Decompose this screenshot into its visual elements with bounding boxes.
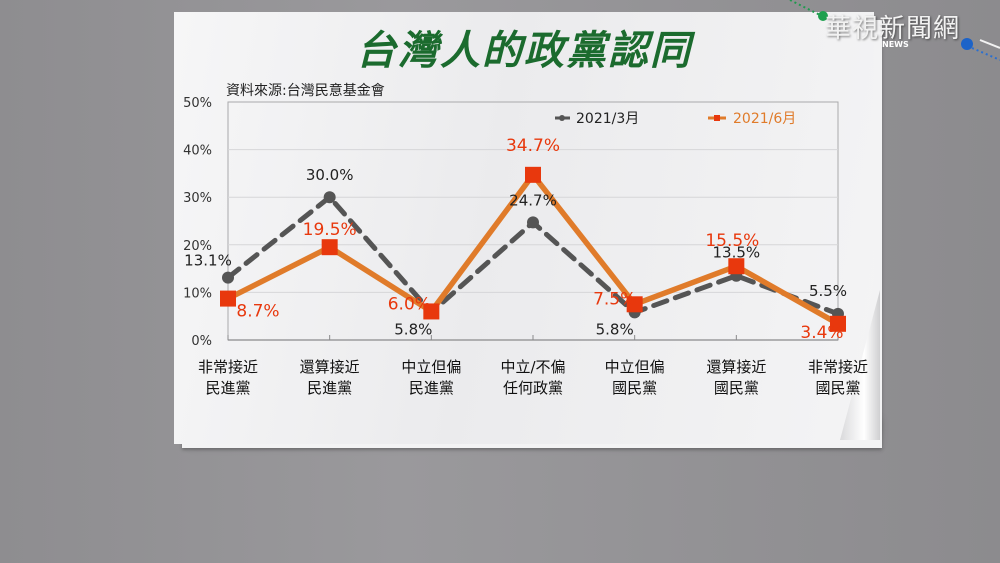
blue-dot-icon <box>961 38 973 50</box>
legend-2021-03-label: 2021/3月 <box>576 111 639 127</box>
x-tick-label: 非常接近 國民黨 <box>807 358 868 397</box>
data-source: 資料來源:台灣民意基金會 <box>226 83 385 99</box>
legend-2021-06-label: 2021/6月 <box>733 111 796 127</box>
series-2021-03-marker <box>323 191 336 204</box>
y-tick-label: 20% <box>183 239 212 254</box>
series-2021-06-marker <box>220 290 236 307</box>
data-label-2021-06: 7.5% <box>593 289 636 309</box>
y-tick-label: 10% <box>183 286 212 301</box>
series-2021-06-marker <box>626 296 643 313</box>
series-2021-06-marker <box>525 166 541 183</box>
data-label-2021-06: 3.4% <box>800 323 843 343</box>
data-label-2021-03: 24.7% <box>509 191 557 209</box>
series-2021-06-marker <box>321 239 338 256</box>
y-tick-label: 50% <box>183 96 212 111</box>
series-2021-06-marker <box>728 258 745 275</box>
y-tick-label: 40% <box>183 144 212 159</box>
y-tick-label: 0% <box>191 334 212 349</box>
data-label-2021-03: 30.0% <box>306 166 354 184</box>
series-2021-06-marker <box>423 303 440 320</box>
data-label-2021-06: 15.5% <box>705 231 759 251</box>
data-label-2021-06: 6.0% <box>388 294 431 314</box>
data-label-2021-03: 13.1% <box>184 252 232 270</box>
data-label-2021-03: 13.5% <box>713 244 761 262</box>
green-dot-icon <box>818 11 828 21</box>
series-2021-03-marker <box>222 271 234 284</box>
x-tick-label: 非常接近 民進黨 <box>197 358 258 397</box>
y-tick-label: 30% <box>183 191 212 206</box>
x-tick-label: 還算接近 國民黨 <box>706 358 767 397</box>
data-label-2021-06: 19.5% <box>303 220 357 240</box>
chart-title: 台灣人的政黨認同 <box>356 28 692 74</box>
data-label-2021-03: 5.8% <box>394 320 432 338</box>
channel-logo: 華視新聞網 <box>825 14 961 44</box>
data-label-2021-03: 5.8% <box>596 320 634 338</box>
x-tick-label: 中立但偏 民進黨 <box>401 358 462 397</box>
series-2021-03-marker <box>527 216 539 229</box>
series-2021-06-marker <box>830 315 846 332</box>
x-tick-label: 中立但偏 國民黨 <box>604 358 665 397</box>
data-label-2021-03: 5.5% <box>809 282 847 300</box>
channel-logo-news: NEWS <box>882 40 909 49</box>
data-label-2021-06: 8.7% <box>236 302 279 322</box>
data-label-2021-06: 34.7% <box>506 136 560 156</box>
x-tick-label: 中立/不偏 任何政黨 <box>500 358 566 397</box>
x-tick-label: 還算接近 民進黨 <box>299 358 360 397</box>
